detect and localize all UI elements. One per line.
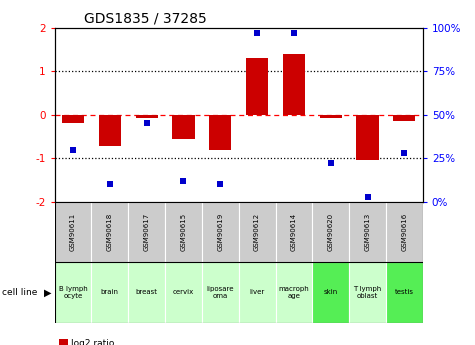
Text: macroph
age: macroph age: [278, 286, 309, 299]
Text: GSM90616: GSM90616: [401, 213, 408, 251]
Text: GSM90617: GSM90617: [143, 213, 150, 251]
Bar: [165, 262, 202, 323]
Bar: [393, 115, 415, 121]
Text: cell line: cell line: [2, 288, 38, 297]
Text: skin: skin: [323, 289, 338, 295]
Bar: [313, 262, 349, 323]
Text: liver: liver: [249, 289, 265, 295]
Bar: [128, 202, 165, 262]
Text: GSM90619: GSM90619: [217, 213, 223, 251]
Bar: [209, 115, 231, 150]
Text: breast: breast: [136, 289, 158, 295]
Bar: [55, 262, 91, 323]
Bar: [165, 202, 202, 262]
Text: GSM90614: GSM90614: [291, 213, 297, 251]
Text: GSM90612: GSM90612: [254, 213, 260, 251]
Bar: [238, 262, 276, 323]
Bar: [349, 262, 386, 323]
Bar: [62, 115, 84, 122]
Bar: [202, 262, 238, 323]
Bar: [313, 202, 349, 262]
Bar: [202, 202, 238, 262]
Text: GSM90613: GSM90613: [364, 213, 370, 251]
Bar: [276, 202, 313, 262]
Text: GDS1835 / 37285: GDS1835 / 37285: [84, 11, 207, 25]
Text: cervix: cervix: [173, 289, 194, 295]
Text: GSM90620: GSM90620: [328, 213, 334, 251]
Bar: [276, 262, 313, 323]
Text: brain: brain: [101, 289, 119, 295]
Bar: [238, 202, 276, 262]
Bar: [59, 339, 68, 345]
Bar: [386, 202, 423, 262]
Bar: [246, 58, 268, 115]
Bar: [320, 115, 342, 118]
Text: ▶: ▶: [44, 287, 52, 297]
Bar: [91, 262, 128, 323]
Text: T lymph
oblast: T lymph oblast: [353, 286, 381, 299]
Bar: [386, 262, 423, 323]
Text: B lymph
ocyte: B lymph ocyte: [58, 286, 87, 299]
Bar: [99, 115, 121, 146]
Bar: [283, 54, 305, 115]
Text: testis: testis: [395, 289, 414, 295]
Text: log2 ratio: log2 ratio: [71, 339, 114, 345]
Bar: [349, 202, 386, 262]
Text: GSM90611: GSM90611: [70, 213, 76, 251]
Text: GSM90618: GSM90618: [107, 213, 113, 251]
Bar: [136, 115, 158, 118]
Bar: [55, 202, 91, 262]
Text: GSM90615: GSM90615: [180, 213, 187, 251]
Bar: [172, 115, 195, 139]
Bar: [356, 115, 379, 160]
Text: liposare
oma: liposare oma: [207, 286, 234, 299]
Bar: [128, 262, 165, 323]
Bar: [91, 202, 128, 262]
